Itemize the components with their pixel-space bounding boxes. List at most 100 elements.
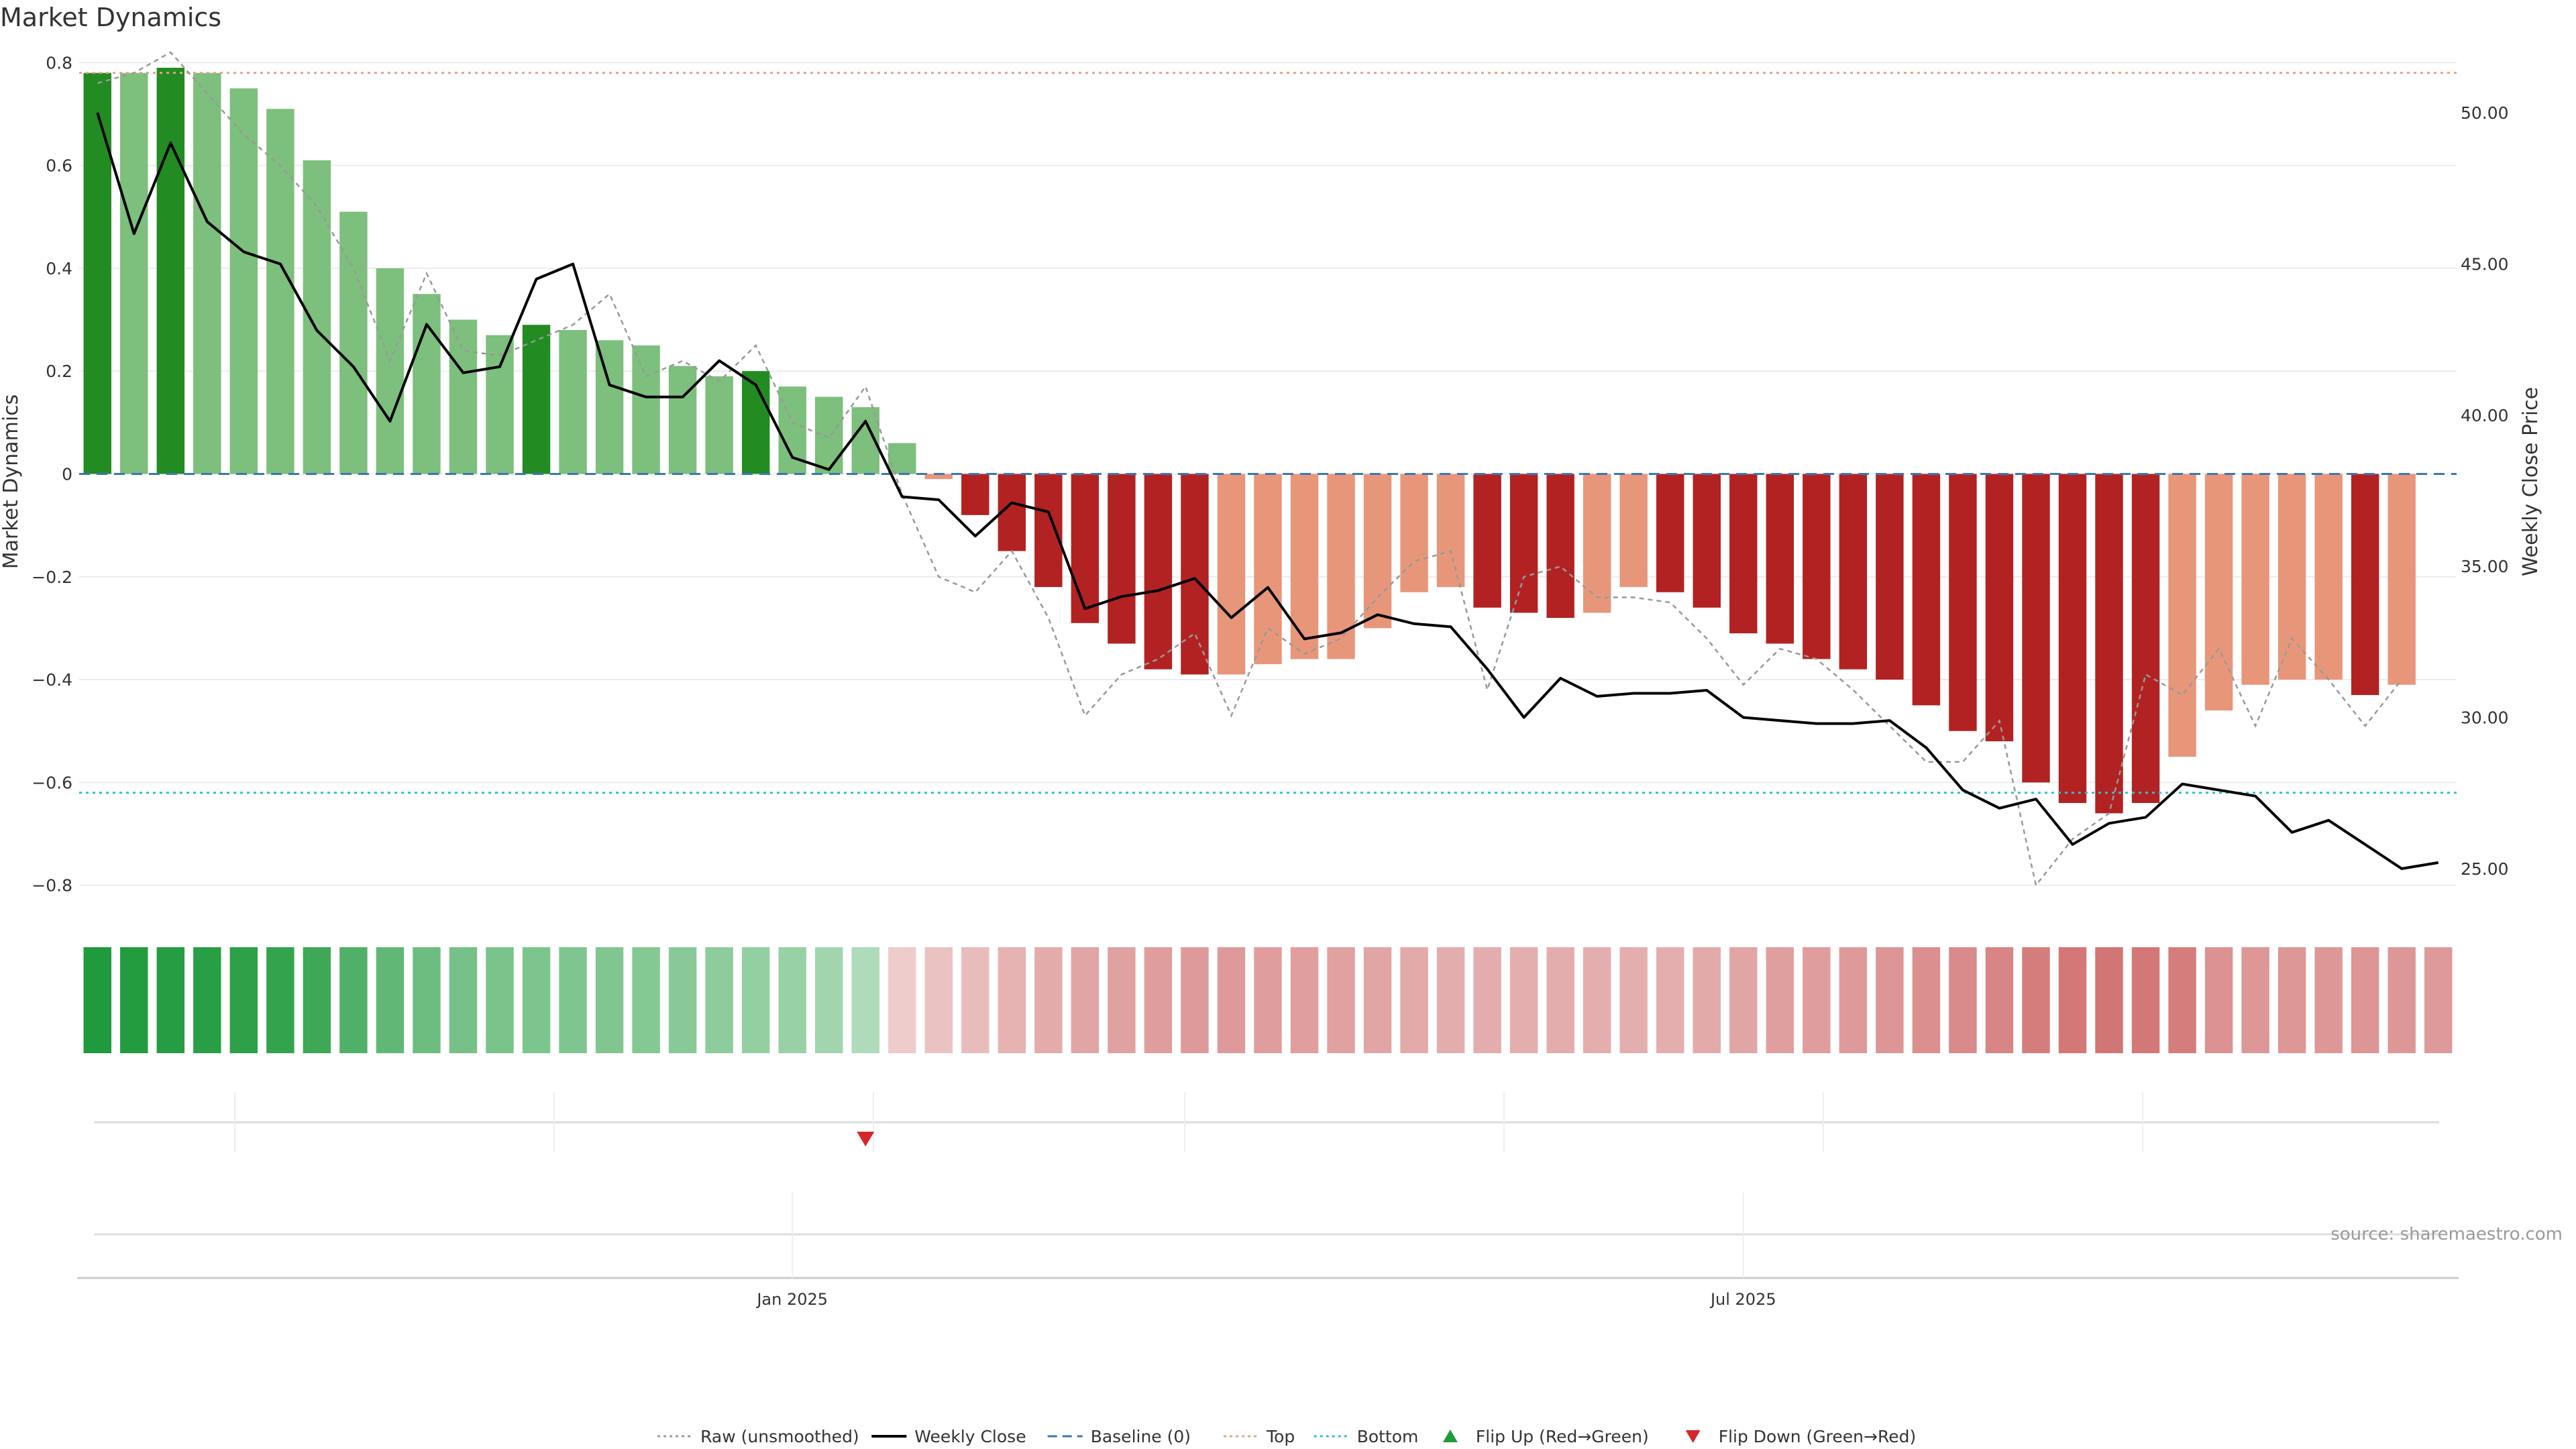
heat-cell — [1656, 947, 1684, 1053]
bar — [1509, 474, 1538, 613]
heat-cell — [1839, 947, 1868, 1053]
heat-cell — [1181, 947, 1209, 1053]
bar — [1363, 474, 1392, 629]
reference-lines — [79, 72, 2457, 794]
heat-cell — [1693, 947, 1721, 1053]
x-tick-label: Jul 2025 — [1709, 1290, 1776, 1309]
axes-layer: 0.8 0.6 0.4 0.2 0 −0.2 −0.4 −0.6 −0.8 50.00 45.00 4… — [0, 53, 2542, 895]
heat-cell — [888, 947, 916, 1053]
right-tick-label: 40.00 — [2461, 406, 2509, 425]
legend-label: Flip Down (Green→Red) — [1719, 1427, 1917, 1446]
bar — [266, 109, 294, 474]
heat-cell — [2351, 947, 2379, 1053]
heat-cell — [595, 947, 624, 1053]
bar — [559, 329, 587, 474]
bar — [1034, 474, 1063, 588]
bar — [1254, 474, 1282, 665]
heat-cell — [2241, 947, 2269, 1053]
legend-item[interactable]: Bottom — [1313, 1427, 1419, 1446]
bar — [2241, 474, 2269, 685]
heat-cell — [2314, 947, 2343, 1053]
heat-cell — [2387, 947, 2416, 1053]
left-tick-label: 0.8 — [46, 53, 72, 72]
heat-cell — [1363, 947, 1392, 1053]
heat-cell — [83, 947, 111, 1053]
legend[interactable]: Raw (unsmoothed) Weekly Close Baseline (0)… — [657, 1427, 1916, 1446]
bar — [1582, 474, 1611, 613]
right-tick-label: 25.00 — [2461, 859, 2509, 879]
heat-cell — [229, 947, 258, 1053]
legend-label: Baseline (0) — [1091, 1427, 1191, 1446]
bar — [1876, 474, 1904, 680]
bar — [1400, 474, 1428, 592]
bar — [1803, 474, 1831, 659]
bar — [632, 345, 660, 474]
bar — [1327, 474, 1355, 659]
bar — [961, 474, 989, 515]
legend-item[interactable]: Flip Down (Green→Red) — [1685, 1427, 1917, 1446]
bar — [1839, 474, 1868, 669]
heat-cell — [1949, 947, 1977, 1053]
heat-cell — [376, 947, 405, 1053]
heat-cell — [815, 947, 843, 1053]
bar — [1436, 474, 1465, 588]
legend-item[interactable]: Weekly Close — [871, 1427, 1026, 1446]
heat-cell — [2022, 947, 2050, 1053]
bar — [924, 474, 953, 480]
heat-cell — [1290, 947, 1319, 1053]
bar — [1656, 474, 1684, 592]
legend-item[interactable]: Flip Up (Red→Green) — [1442, 1427, 1649, 1446]
bar — [1912, 474, 1941, 706]
heat-cell — [120, 947, 148, 1053]
heat-cell — [303, 947, 331, 1053]
heat-cell — [2424, 947, 2453, 1053]
heat-cell — [924, 947, 953, 1053]
heat-cell — [998, 947, 1026, 1053]
bar — [668, 366, 697, 474]
heat-cell — [2277, 947, 2306, 1053]
bar — [2168, 474, 2196, 757]
heat-cell — [156, 947, 185, 1053]
legend-item[interactable]: Baseline (0) — [1047, 1427, 1191, 1446]
bar — [522, 325, 551, 474]
heat-cell — [668, 947, 697, 1053]
bar — [1693, 474, 1721, 608]
heat-cell — [1582, 947, 1611, 1053]
left-tick-label: −0.8 — [32, 876, 72, 896]
heat-cell — [449, 947, 478, 1053]
legend-label: Weekly Close — [914, 1427, 1026, 1446]
bar — [2095, 474, 2123, 814]
bar — [2277, 474, 2306, 680]
heat-cell — [1473, 947, 1501, 1053]
bar — [156, 67, 185, 474]
heat-cell — [2168, 947, 2196, 1053]
chart-title: Market Dynamics — [0, 3, 222, 32]
flip-marker — [857, 1132, 875, 1146]
heat-cell — [705, 947, 733, 1053]
heat-cell — [2204, 947, 2233, 1053]
heat-cell — [1619, 947, 1648, 1053]
heat-cell — [1144, 947, 1173, 1053]
bar — [193, 72, 221, 474]
bar — [2314, 474, 2343, 680]
legend-item[interactable]: Raw (unsmoothed) — [657, 1427, 859, 1446]
heat-cell — [778, 947, 806, 1053]
heat-cell — [1876, 947, 1904, 1053]
heat-cell — [1436, 947, 1465, 1053]
heat-cell — [1546, 947, 1574, 1053]
legend-label: Top — [1266, 1427, 1295, 1446]
left-tick-label: −0.6 — [32, 773, 72, 792]
bar — [741, 371, 770, 474]
left-tick-label: 0.6 — [46, 156, 72, 176]
bar — [2022, 474, 2050, 783]
legend-item[interactable]: Top — [1224, 1427, 1295, 1446]
bar — [1473, 474, 1501, 608]
bar — [486, 335, 514, 474]
bar — [888, 443, 916, 474]
heat-cell — [1729, 947, 1758, 1053]
raw-unsmoothed-line — [97, 51, 2403, 888]
heat-cell — [266, 947, 294, 1053]
bar — [2131, 474, 2160, 804]
heat-strip — [83, 947, 2453, 1053]
